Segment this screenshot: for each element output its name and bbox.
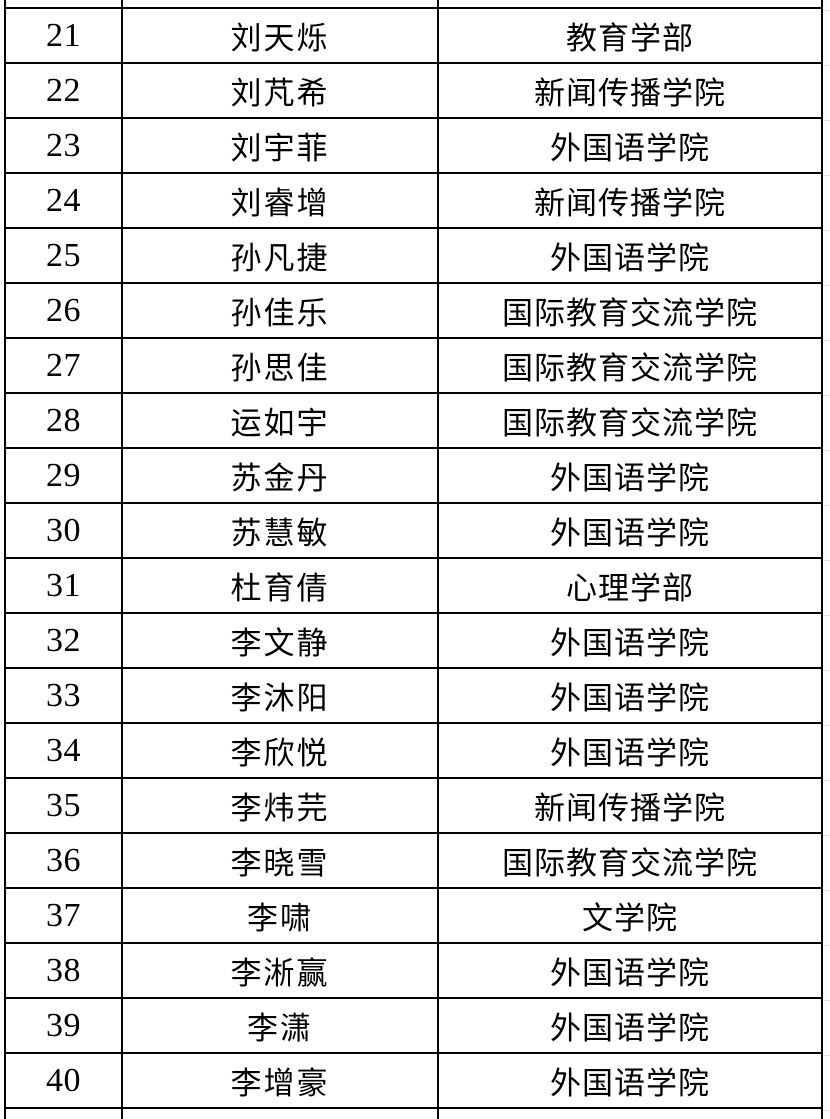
student-name-cell[interactable]: 李炜芫: [123, 779, 437, 832]
row-number-cell[interactable]: 23: [6, 119, 121, 172]
college-name-cell[interactable]: 外国语学院: [439, 229, 821, 282]
college-name-cell[interactable]: 外国语学院: [439, 1054, 821, 1107]
student-name-cell[interactable]: 孙凡捷: [123, 229, 437, 282]
partial-row-cell: [6, 0, 121, 7]
partial-row-cell: [123, 1109, 437, 1119]
college-name-cell[interactable]: 外国语学院: [439, 944, 821, 997]
partial-row-cell: [439, 0, 821, 7]
row-number-cell[interactable]: 38: [6, 944, 121, 997]
partial-row-cell: [123, 0, 437, 7]
college-name-cell[interactable]: 新闻传播学院: [439, 64, 821, 117]
row-number-cell[interactable]: 27: [6, 339, 121, 392]
student-name-cell[interactable]: 孙佳乐: [123, 284, 437, 337]
college-name-cell[interactable]: 文学院: [439, 889, 821, 942]
row-number-cell[interactable]: 36: [6, 834, 121, 887]
student-name-cell[interactable]: 李潇: [123, 999, 437, 1052]
student-name-cell[interactable]: 孙思佳: [123, 339, 437, 392]
partial-row-cell: [6, 1109, 121, 1119]
row-number-cell[interactable]: 28: [6, 394, 121, 447]
row-number-cell[interactable]: 30: [6, 504, 121, 557]
college-name-cell[interactable]: 新闻传播学院: [439, 779, 821, 832]
college-name-cell[interactable]: 新闻传播学院: [439, 174, 821, 227]
student-name-cell[interactable]: 苏金丹: [123, 449, 437, 502]
row-number-cell[interactable]: 26: [6, 284, 121, 337]
college-name-cell[interactable]: 外国语学院: [439, 669, 821, 722]
college-name-cell[interactable]: 心理学部: [439, 559, 821, 612]
college-name-cell[interactable]: 国际教育交流学院: [439, 284, 821, 337]
college-name-cell[interactable]: 教育学部: [439, 9, 821, 62]
row-number-cell[interactable]: 24: [6, 174, 121, 227]
row-number-cell[interactable]: 22: [6, 64, 121, 117]
college-name-cell[interactable]: 外国语学院: [439, 614, 821, 667]
student-name-cell[interactable]: 李啸: [123, 889, 437, 942]
row-number-cell[interactable]: 33: [6, 669, 121, 722]
right-gutter-gridlines: [823, 0, 830, 1119]
student-name-cell[interactable]: 李沐阳: [123, 669, 437, 722]
college-name-cell[interactable]: 外国语学院: [439, 119, 821, 172]
row-number-cell[interactable]: 40: [6, 1054, 121, 1107]
college-name-cell[interactable]: 国际教育交流学院: [439, 834, 821, 887]
student-name-cell[interactable]: 李欣悦: [123, 724, 437, 777]
student-name-cell[interactable]: 杜育倩: [123, 559, 437, 612]
student-name-cell[interactable]: 李淅赢: [123, 944, 437, 997]
college-name-cell[interactable]: 外国语学院: [439, 724, 821, 777]
student-name-cell[interactable]: 刘宇菲: [123, 119, 437, 172]
row-number-cell[interactable]: 31: [6, 559, 121, 612]
college-name-cell[interactable]: 国际教育交流学院: [439, 339, 821, 392]
row-number-cell[interactable]: 29: [6, 449, 121, 502]
row-number-cell[interactable]: 21: [6, 9, 121, 62]
student-name-cell[interactable]: 苏慧敏: [123, 504, 437, 557]
college-name-cell[interactable]: 外国语学院: [439, 449, 821, 502]
college-name-cell[interactable]: 国际教育交流学院: [439, 394, 821, 447]
student-name-cell[interactable]: 李文静: [123, 614, 437, 667]
student-name-cell[interactable]: 刘芃希: [123, 64, 437, 117]
row-number-cell[interactable]: 37: [6, 889, 121, 942]
partial-row-cell: [439, 1109, 821, 1119]
row-number-cell[interactable]: 34: [6, 724, 121, 777]
student-name-cell[interactable]: 李增豪: [123, 1054, 437, 1107]
row-number-cell[interactable]: 32: [6, 614, 121, 667]
row-number-cell[interactable]: 35: [6, 779, 121, 832]
student-name-cell[interactable]: 运如宇: [123, 394, 437, 447]
college-name-cell[interactable]: 外国语学院: [439, 999, 821, 1052]
student-name-cell[interactable]: 刘天烁: [123, 9, 437, 62]
student-name-cell[interactable]: 李晓雪: [123, 834, 437, 887]
row-number-cell[interactable]: 39: [6, 999, 121, 1052]
roster-table: 21 刘天烁 教育学部 22 刘芃希 新闻传播学院 23 刘宇菲 外国语学院 2…: [4, 0, 823, 1119]
row-number-cell[interactable]: 25: [6, 229, 121, 282]
college-name-cell[interactable]: 外国语学院: [439, 504, 821, 557]
student-name-cell[interactable]: 刘睿增: [123, 174, 437, 227]
